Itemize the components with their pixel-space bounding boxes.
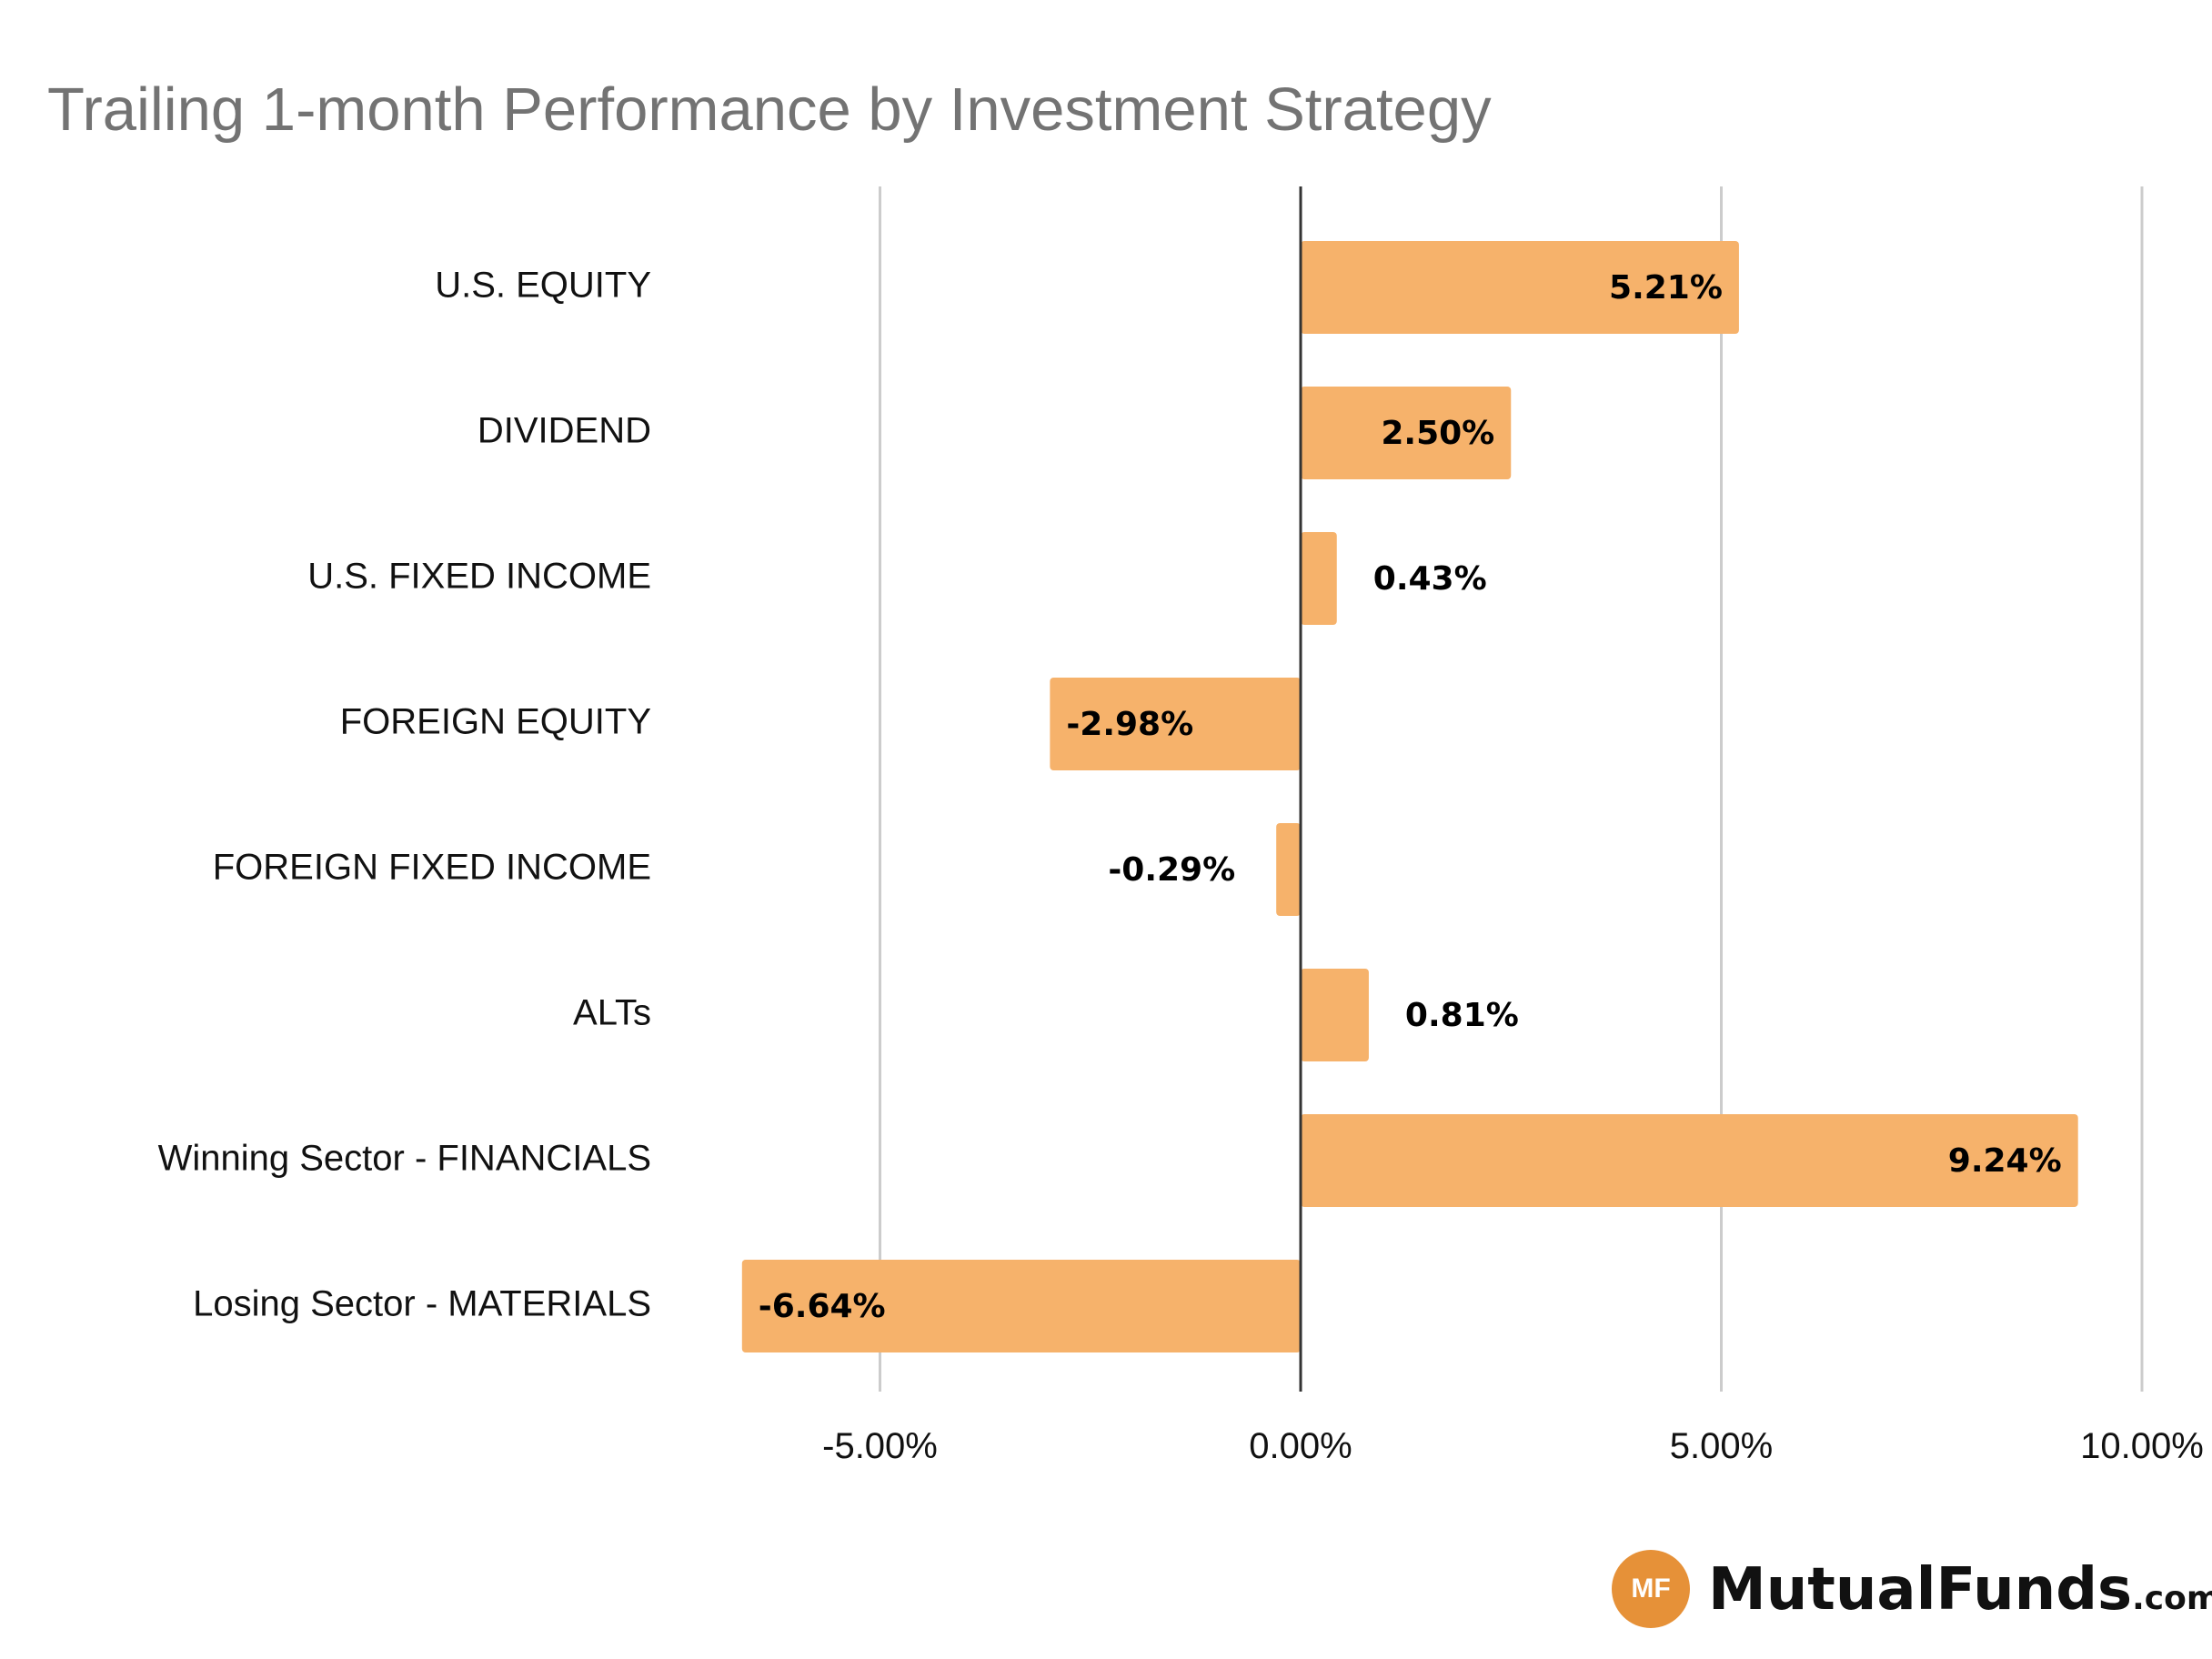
data-label: 0.81%: [1405, 997, 1519, 1034]
data-label: 9.24%: [1948, 1142, 2062, 1180]
category-label: ALTs: [573, 993, 651, 1033]
logo-name: MutualFunds: [1708, 1556, 2133, 1624]
data-label: 5.21%: [1609, 269, 1723, 307]
data-label: -6.64%: [759, 1288, 886, 1325]
category-label: U.S. FIXED INCOME: [307, 557, 651, 597]
x-tick-label: 10.00%: [2080, 1426, 2204, 1466]
bar: [1301, 969, 1369, 1061]
category-label: FOREIGN EQUITY: [340, 702, 651, 742]
logo-tld: .com: [2132, 1580, 2212, 1617]
data-label: -0.29%: [1108, 851, 1235, 889]
gridlines: [879, 186, 2144, 1392]
category-labels: U.S. EQUITY DIVIDEND U.S. FIXED INCOME FORE…: [158, 266, 651, 1324]
x-tick-label: -5.00%: [822, 1426, 938, 1466]
category-label: FOREIGN FIXED INCOME: [213, 848, 651, 888]
category-label: Winning Sector - FINANCIALS: [158, 1139, 651, 1179]
x-tick-labels: -5.00% 0.00% 5.00% 10.00%: [822, 1426, 2204, 1466]
bar: [1050, 678, 1301, 770]
bar: [1301, 1114, 2078, 1207]
logo-wordmark: MutualFunds.com: [1708, 1546, 2212, 1643]
x-tick-label: 5.00%: [1670, 1426, 1773, 1466]
bar: [1301, 387, 1512, 479]
mutualfunds-logo: MF MutualFunds.com: [1612, 1546, 2212, 1634]
bar: [741, 1260, 1301, 1352]
logo-badge-icon: MF: [1612, 1550, 1690, 1628]
data-labels: 5.21% 2.50% 0.43% -2.98% -0.29% 0.81% 9.24% -6.…: [759, 269, 2062, 1325]
bar: [1301, 241, 1739, 334]
data-label: -2.98%: [1066, 706, 1193, 743]
x-tick-label: 0.00%: [1249, 1426, 1352, 1466]
bars: [741, 241, 2078, 1352]
category-label: Losing Sector - MATERIALS: [193, 1284, 651, 1324]
data-label: 0.43%: [1373, 560, 1487, 598]
data-label: 2.50%: [1381, 415, 1494, 452]
category-label: DIVIDEND: [478, 411, 651, 451]
bar: [1276, 823, 1301, 916]
bar: [1301, 532, 1337, 625]
bar-chart: U.S. EQUITY DIVIDEND U.S. FIXED INCOME FORE…: [158, 186, 2204, 1466]
chart-title: Trailing 1-month Performance by Investme…: [47, 75, 1492, 144]
category-label: U.S. EQUITY: [435, 266, 651, 306]
